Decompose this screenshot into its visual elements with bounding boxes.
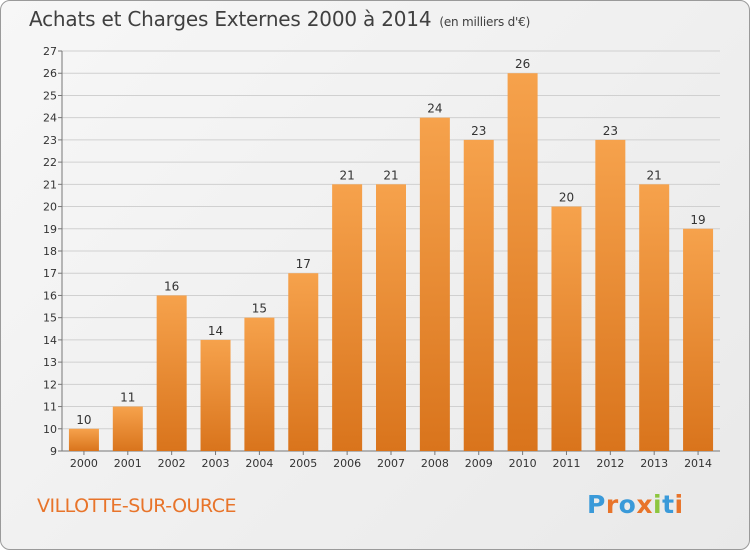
data-label: 19 xyxy=(690,213,705,227)
y-tick-label: 14 xyxy=(43,334,57,347)
bar[interactable] xyxy=(200,339,231,451)
data-label: 20 xyxy=(559,191,574,205)
data-label: 24 xyxy=(427,102,442,116)
y-tick-label: 16 xyxy=(43,289,57,302)
bar[interactable] xyxy=(332,184,363,452)
logo-letter: o xyxy=(618,490,637,519)
data-label: 15 xyxy=(252,302,267,316)
bar[interactable] xyxy=(683,228,714,451)
bar[interactable] xyxy=(68,428,99,451)
x-tick-label: 2006 xyxy=(333,457,361,470)
x-tick-label: 2008 xyxy=(421,457,449,470)
data-label: 21 xyxy=(647,168,662,182)
y-tick-label: 19 xyxy=(43,223,57,236)
data-label: 11 xyxy=(120,391,135,405)
data-label: 23 xyxy=(603,124,618,138)
proxiti-logo[interactable]: Proxiti xyxy=(587,490,684,519)
y-tick-label: 27 xyxy=(43,45,57,58)
bar[interactable] xyxy=(288,273,319,451)
bar[interactable] xyxy=(112,406,143,451)
bar[interactable] xyxy=(595,139,626,451)
x-tick-label: 2001 xyxy=(114,457,142,470)
y-tick-labels: 9 10 11 12 13 14 15 16 17 18 19 20 21 22 23 24 25 26 27 xyxy=(43,45,57,458)
bar[interactable] xyxy=(244,317,275,451)
y-tick-label: 25 xyxy=(43,89,57,102)
x-tick-label: 2002 xyxy=(158,457,186,470)
y-tick-label: 23 xyxy=(43,134,57,147)
data-label: 14 xyxy=(208,324,223,338)
x-tick-label: 2000 xyxy=(70,457,98,470)
data-label: 17 xyxy=(296,257,311,271)
x-tick-label: 2014 xyxy=(684,457,712,470)
bar[interactable] xyxy=(156,295,187,451)
y-tick-label: 17 xyxy=(43,267,57,280)
logo-letter: i xyxy=(674,490,684,519)
x-tick-labels: 2000 2001 2002 2003 2004 2005 2006 2007 2008 2009… xyxy=(70,457,712,470)
y-tick-label: 12 xyxy=(43,378,57,391)
y-tick-label: 26 xyxy=(43,67,57,80)
bar[interactable] xyxy=(639,184,670,452)
x-tick-label: 2013 xyxy=(640,457,668,470)
bar[interactable] xyxy=(551,206,582,451)
logo-letter: i xyxy=(653,490,663,519)
y-tick-label: 20 xyxy=(43,201,57,214)
commune-name: VILLOTTE-SUR-OURCE xyxy=(37,495,236,517)
x-tick-label: 2005 xyxy=(289,457,317,470)
y-tick-label: 24 xyxy=(43,112,57,125)
data-label: 16 xyxy=(164,279,179,293)
x-tick-label: 2003 xyxy=(202,457,230,470)
bar[interactable] xyxy=(463,139,494,451)
y-tick-label: 10 xyxy=(43,423,57,436)
bar[interactable] xyxy=(376,184,406,452)
data-label: 21 xyxy=(339,168,354,182)
x-tick-label: 2011 xyxy=(552,457,580,470)
logo-letter: P xyxy=(587,490,606,519)
y-tick-label: 15 xyxy=(43,312,57,325)
chart-title-text: Achats et Charges Externes 2000 à 2014 xyxy=(29,7,432,31)
bar[interactable] xyxy=(419,117,450,452)
chart-title: Achats et Charges Externes 2000 à 2014 (e… xyxy=(29,7,530,31)
bars xyxy=(68,73,714,452)
y-tick-label: 22 xyxy=(43,156,57,169)
x-tick-label: 2007 xyxy=(377,457,405,470)
x-tick-label: 2009 xyxy=(465,457,493,470)
x-tick-label: 2010 xyxy=(509,457,537,470)
y-tick-label: 11 xyxy=(43,401,57,414)
y-tick-label: 18 xyxy=(43,245,57,258)
x-tick-label: 2004 xyxy=(245,457,273,470)
bar[interactable] xyxy=(507,73,538,451)
y-tick-label: 21 xyxy=(43,178,57,191)
y-tick-label: 13 xyxy=(43,356,57,369)
chart-subtitle: (en milliers d'€) xyxy=(439,15,531,29)
data-label: 26 xyxy=(515,57,530,71)
logo-letter: x xyxy=(636,490,653,519)
data-label: 21 xyxy=(383,168,398,182)
data-label: 23 xyxy=(471,124,486,138)
data-labels: 10 11 16 14 15 17 21 21 24 23 26 20 23 21 19 xyxy=(76,57,705,427)
data-label: 10 xyxy=(76,413,91,427)
logo-letter: t xyxy=(662,490,675,519)
x-tick-label: 2012 xyxy=(596,457,624,470)
y-tick-label: 9 xyxy=(50,445,57,458)
logo-letter: r xyxy=(605,490,619,519)
